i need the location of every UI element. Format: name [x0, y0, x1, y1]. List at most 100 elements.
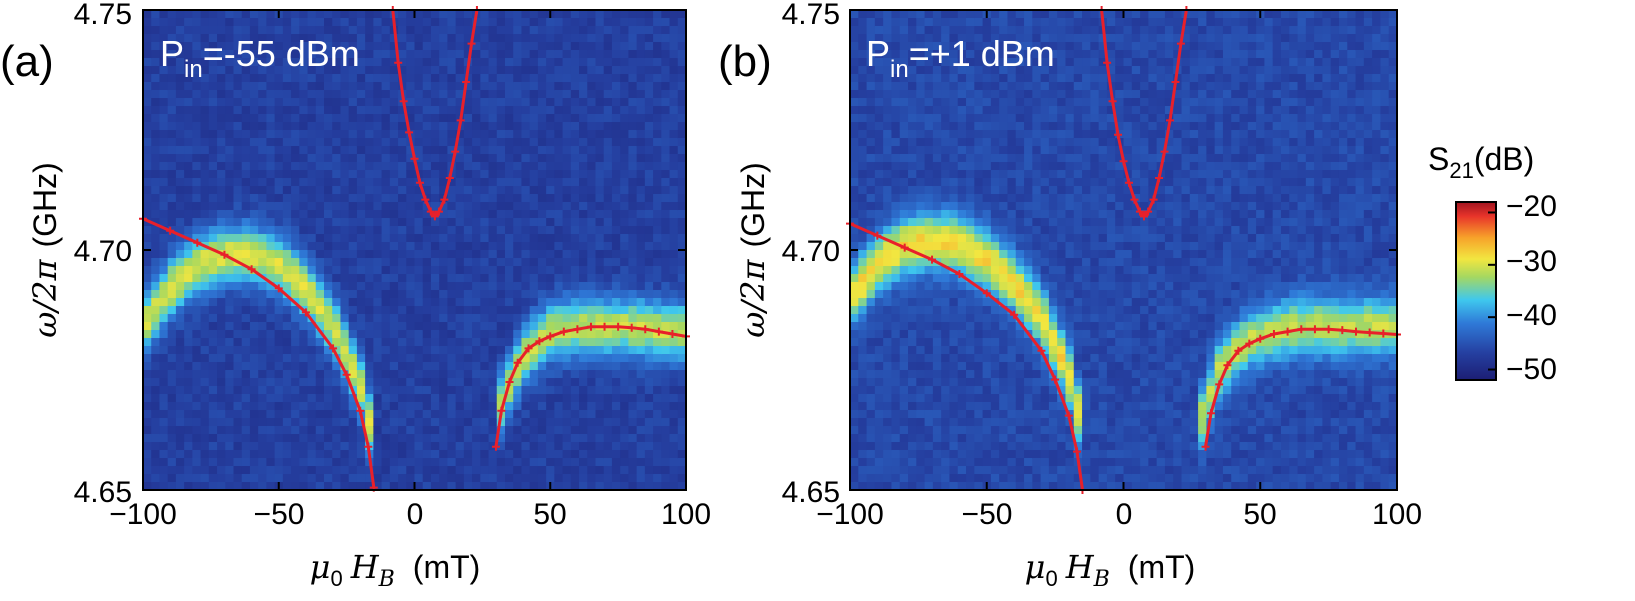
- heatmap-cell: [521, 130, 531, 139]
- heatmap-cell: [200, 178, 210, 187]
- heatmap-cell: [554, 210, 564, 219]
- heatmap-cell: [184, 186, 193, 195]
- heatmap-cell: [916, 74, 926, 83]
- heatmap-cell: [891, 202, 901, 211]
- heatmap-cell: [249, 394, 259, 403]
- heatmap-cell: [159, 82, 169, 91]
- heatmap-cell: [365, 26, 374, 35]
- heatmap-cell: [340, 442, 350, 451]
- heatmap-cell: [439, 170, 449, 179]
- heatmap-cell: [916, 362, 926, 371]
- heatmap-cell: [439, 298, 449, 307]
- heatmap-cell: [151, 402, 161, 411]
- heatmap-cell: [332, 330, 342, 339]
- heatmap-cell: [266, 306, 276, 315]
- heatmap-cell: [587, 458, 597, 467]
- heatmap-cell: [891, 306, 901, 315]
- heatmap-cell: [521, 450, 531, 459]
- heatmap-cell: [636, 394, 646, 403]
- heatmap-cell: [611, 378, 621, 387]
- heatmap-cell: [151, 170, 161, 179]
- heatmap-cell: [455, 298, 465, 307]
- heatmap-cell: [883, 114, 893, 123]
- heatmap-cell: [324, 122, 333, 131]
- y-tick-a-1: 4.70: [74, 235, 132, 268]
- heatmap-cell: [143, 410, 152, 419]
- heatmap-cell: [143, 66, 152, 75]
- heatmap-cell: [603, 34, 613, 43]
- fit-curves-a: [139, 6, 690, 492]
- heatmap-cell: [258, 282, 268, 291]
- heatmap-cell: [636, 258, 646, 267]
- heatmap-cell: [324, 162, 333, 171]
- heatmap-cell: [908, 90, 917, 99]
- heatmap-cell: [496, 226, 506, 235]
- heatmap-cell: [529, 298, 539, 307]
- heatmap-cell: [653, 146, 662, 155]
- heatmap-cell: [332, 442, 342, 451]
- heatmap-cell: [505, 290, 514, 299]
- heatmap-cell: [866, 162, 876, 171]
- heatmap-cell: [537, 450, 547, 459]
- heatmap-cell: [932, 58, 942, 67]
- heatmap-cell: [192, 330, 202, 339]
- heatmap-cell: [595, 338, 605, 347]
- heatmap-cell: [175, 362, 185, 371]
- heatmap-cell: [669, 482, 679, 491]
- heatmap-cell: [850, 194, 859, 203]
- x-tick-a-1: −50: [254, 498, 305, 531]
- heatmap-cell: [899, 114, 909, 123]
- heatmap-cell: [628, 402, 638, 411]
- heatmap-cell: [562, 482, 572, 491]
- heatmap-cell: [570, 410, 580, 419]
- heatmap-cell: [570, 194, 580, 203]
- heatmap-cell: [324, 194, 333, 203]
- heatmap-cell: [414, 186, 424, 195]
- heatmap-cell: [430, 378, 440, 387]
- heatmap-cell: [315, 186, 325, 195]
- heatmap-cell: [365, 162, 374, 171]
- heatmap-cell: [554, 186, 564, 195]
- heatmap-cell: [406, 450, 416, 459]
- heatmap-cell: [159, 226, 169, 235]
- heatmap-cell: [603, 250, 613, 259]
- heatmap-cell: [381, 10, 391, 19]
- heatmap-cell: [579, 378, 588, 387]
- heatmap-cell: [365, 242, 374, 251]
- heatmap-cell: [184, 290, 193, 299]
- heatmap-cell: [562, 314, 572, 323]
- heatmap-cell: [874, 202, 884, 211]
- heatmap-cell: [348, 234, 358, 243]
- heatmap-cell: [941, 386, 951, 395]
- heatmap-cell: [439, 418, 449, 427]
- heatmap-cell: [628, 194, 638, 203]
- heatmap-cell: [924, 426, 934, 435]
- heatmap-cell: [488, 370, 498, 379]
- heatmap-cell: [661, 298, 671, 307]
- heatmap-cell: [167, 266, 177, 275]
- heatmap-cell: [225, 178, 235, 187]
- heatmap-cell: [636, 386, 646, 395]
- heatmap-cell: [661, 354, 671, 363]
- heatmap-cell: [208, 218, 218, 227]
- heatmap-cell: [966, 410, 975, 419]
- heatmap-cell: [932, 186, 942, 195]
- heatmap-cell: [439, 178, 449, 187]
- heatmap-cell: [430, 386, 440, 395]
- heatmap-cell: [422, 450, 432, 459]
- heatmap-cell: [340, 250, 350, 259]
- heatmap-cell: [291, 434, 300, 443]
- heatmap-cell: [579, 178, 588, 187]
- heatmap-cell: [439, 426, 449, 435]
- heatmap-cell: [274, 162, 284, 171]
- heatmap-cell: [324, 330, 333, 339]
- heatmap-cell: [249, 130, 259, 139]
- heatmap-cell: [595, 402, 605, 411]
- heatmap-cell: [159, 50, 169, 59]
- heatmap-cell: [513, 146, 523, 155]
- heatmap-cell: [266, 442, 276, 451]
- heatmap-cell: [200, 106, 210, 115]
- heatmap-cell: [636, 266, 646, 275]
- heatmap-cell: [908, 290, 917, 299]
- heatmap-cell: [282, 434, 292, 443]
